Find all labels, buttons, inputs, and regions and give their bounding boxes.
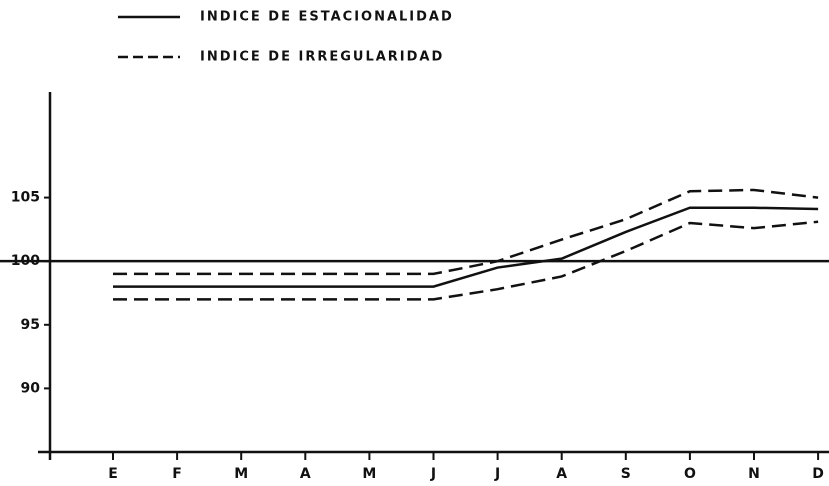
x-tick-label: M [234, 466, 248, 482]
x-tick-label: S [621, 466, 631, 482]
x-tick-label: J [430, 466, 436, 482]
x-tick-label: N [748, 466, 760, 482]
x-tick-label: M [362, 466, 376, 482]
legend-label: INDICE DE IRREGULARIDAD [200, 50, 444, 65]
data-line [113, 220, 819, 301]
data-line [113, 188, 819, 276]
y-tick-label: 95 [21, 317, 40, 333]
x-tick-label: A [556, 466, 567, 482]
data-line [113, 206, 819, 288]
y-tick-label: 90 [21, 380, 41, 396]
x-tick-label: D [812, 466, 824, 482]
y-tick-label: 105 [11, 190, 40, 206]
x-tick-label: O [684, 466, 696, 482]
x-tick-label: J [494, 466, 500, 482]
x-tick-label: A [300, 466, 311, 482]
x-tick-label: E [108, 466, 118, 482]
legend-label: INDICE DE ESTACIONALIDAD [200, 10, 454, 25]
x-tick-label: F [172, 466, 182, 482]
